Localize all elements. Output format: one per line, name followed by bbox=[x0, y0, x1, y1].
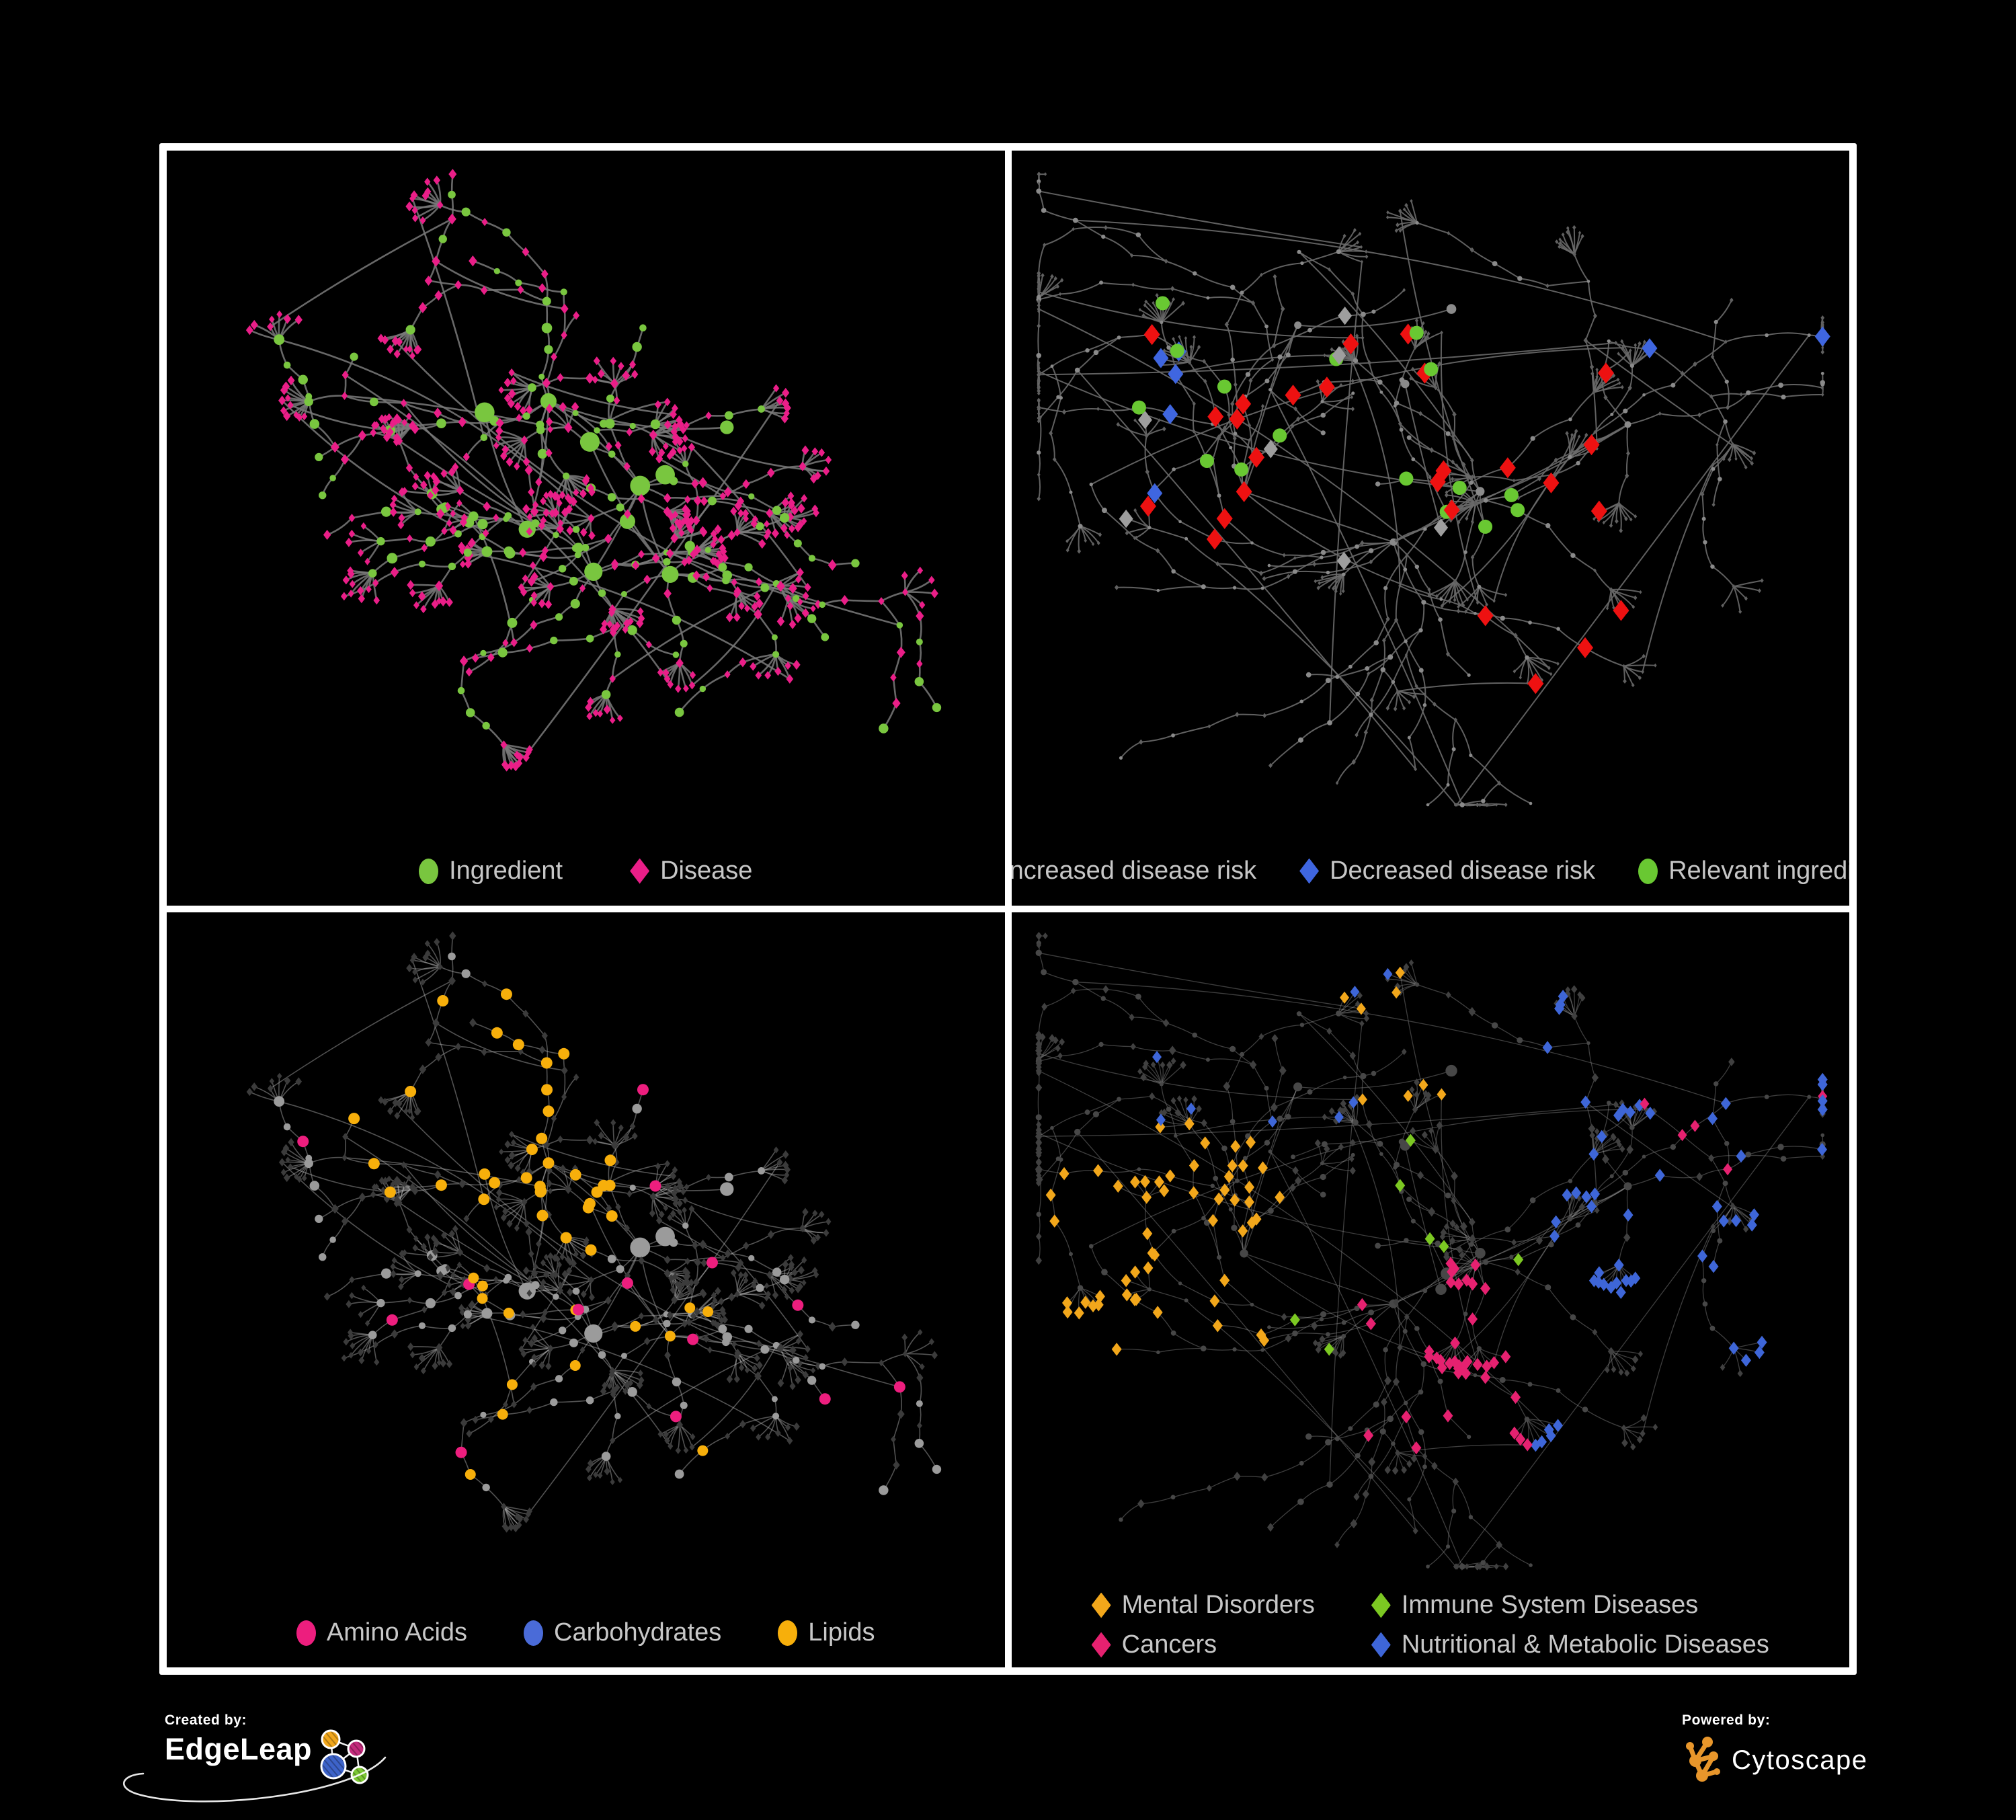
legend-label: Disease bbox=[660, 857, 753, 885]
legend-item-carbohydrates: Carbohydrates bbox=[524, 1618, 721, 1647]
panel-ingredient-disease: Ingredient Disease bbox=[167, 151, 1005, 906]
powered-by-label: Powered by: bbox=[1682, 1712, 1771, 1728]
legend-item-immune-diseases: Immune System Diseases bbox=[1371, 1591, 1769, 1620]
legend-label: Ingredient bbox=[449, 857, 563, 885]
legend-label: Immune System Diseases bbox=[1401, 1591, 1699, 1619]
panel-nutrient-classes: Amino Acids Carbohydrates Lipids bbox=[167, 912, 1005, 1667]
network-svg-nutrient-classes bbox=[246, 931, 942, 1533]
legend-label: Relevant ingredient bbox=[1668, 857, 1849, 885]
legend-item-amino-acids: Amino Acids bbox=[296, 1618, 467, 1647]
legend-item-nutritional-metabolic: Nutritional & Metabolic Diseases bbox=[1371, 1630, 1769, 1659]
network-svg-ingredient-disease bbox=[245, 169, 942, 772]
carbohydrates-swatch-icon bbox=[524, 1620, 544, 1646]
nutritional-metabolic-swatch-icon bbox=[1371, 1632, 1391, 1658]
legend-disease-classes: Mental Disorders Immune System Diseases … bbox=[1091, 1591, 1769, 1659]
legend-label: Nutritional & Metabolic Diseases bbox=[1401, 1630, 1769, 1659]
legend-label: Mental Disorders bbox=[1121, 1591, 1315, 1619]
relevant-ingredient-swatch-icon bbox=[1638, 858, 1658, 884]
legend-label: Carbohydrates bbox=[554, 1618, 722, 1647]
legend-label: Amino Acids bbox=[326, 1618, 468, 1647]
mental-disorders-swatch-icon bbox=[1091, 1592, 1111, 1618]
ingredient-swatch-icon bbox=[419, 858, 439, 884]
legend-label: Lipids bbox=[808, 1618, 875, 1647]
legend-label: Decreased disease risk bbox=[1330, 857, 1596, 885]
network-svg-disease-classes bbox=[1035, 932, 1828, 1571]
powered-by-block: Powered by: bbox=[1682, 1712, 1867, 1788]
disease-swatch-icon bbox=[630, 858, 650, 884]
legend-item-relevant-ingredient: Relevant ingredient bbox=[1638, 857, 1849, 885]
legend-item-decreased-risk: Decreased disease risk bbox=[1299, 857, 1595, 885]
lipids-swatch-icon bbox=[778, 1620, 798, 1646]
cytoscape-logo-icon bbox=[1686, 1737, 1720, 1782]
created-by-block: Created by: EdgeLeap bbox=[165, 1712, 386, 1805]
legend-item-increased-risk: Increased disease risk bbox=[1012, 857, 1257, 885]
panel-grid: Ingredient Disease Increased disease ris… bbox=[167, 151, 1849, 1667]
cancers-swatch-icon bbox=[1091, 1632, 1111, 1658]
decreased-risk-swatch-icon bbox=[1299, 858, 1320, 884]
legend-label: Cancers bbox=[1121, 1630, 1217, 1659]
amino-acids-swatch-icon bbox=[296, 1620, 316, 1646]
legend-item-mental-disorders: Mental Disorders bbox=[1091, 1591, 1315, 1620]
legend-item-cancers: Cancers bbox=[1091, 1630, 1315, 1659]
legend-disease-risk: Increased disease risk Decreased disease… bbox=[1012, 857, 1850, 885]
edgeleap-logo-icon bbox=[320, 1729, 369, 1784]
legend-item-lipids: Lipids bbox=[778, 1618, 875, 1647]
legend-ingredient-disease: Ingredient Disease bbox=[167, 857, 1005, 885]
legend-item-disease: Disease bbox=[630, 857, 752, 885]
panel-frame: Ingredient Disease Increased disease ris… bbox=[159, 143, 1857, 1675]
network-svg-disease-risk bbox=[1035, 171, 1830, 807]
legend-nutrient-classes: Amino Acids Carbohydrates Lipids bbox=[167, 1618, 1005, 1647]
immune-diseases-swatch-icon bbox=[1371, 1592, 1391, 1618]
legend-item-ingredient: Ingredient bbox=[419, 857, 563, 885]
created-by-label: Created by: bbox=[165, 1712, 247, 1728]
panel-disease-risk: Increased disease risk Decreased disease… bbox=[1011, 151, 1850, 906]
legend-label: Increased disease risk bbox=[1011, 857, 1257, 885]
panel-disease-classes: Mental Disorders Immune System Diseases … bbox=[1011, 912, 1849, 1667]
edgeleap-wordmark: EdgeLeap bbox=[165, 1732, 313, 1766]
cytoscape-wordmark: Cytoscape bbox=[1732, 1745, 1868, 1775]
